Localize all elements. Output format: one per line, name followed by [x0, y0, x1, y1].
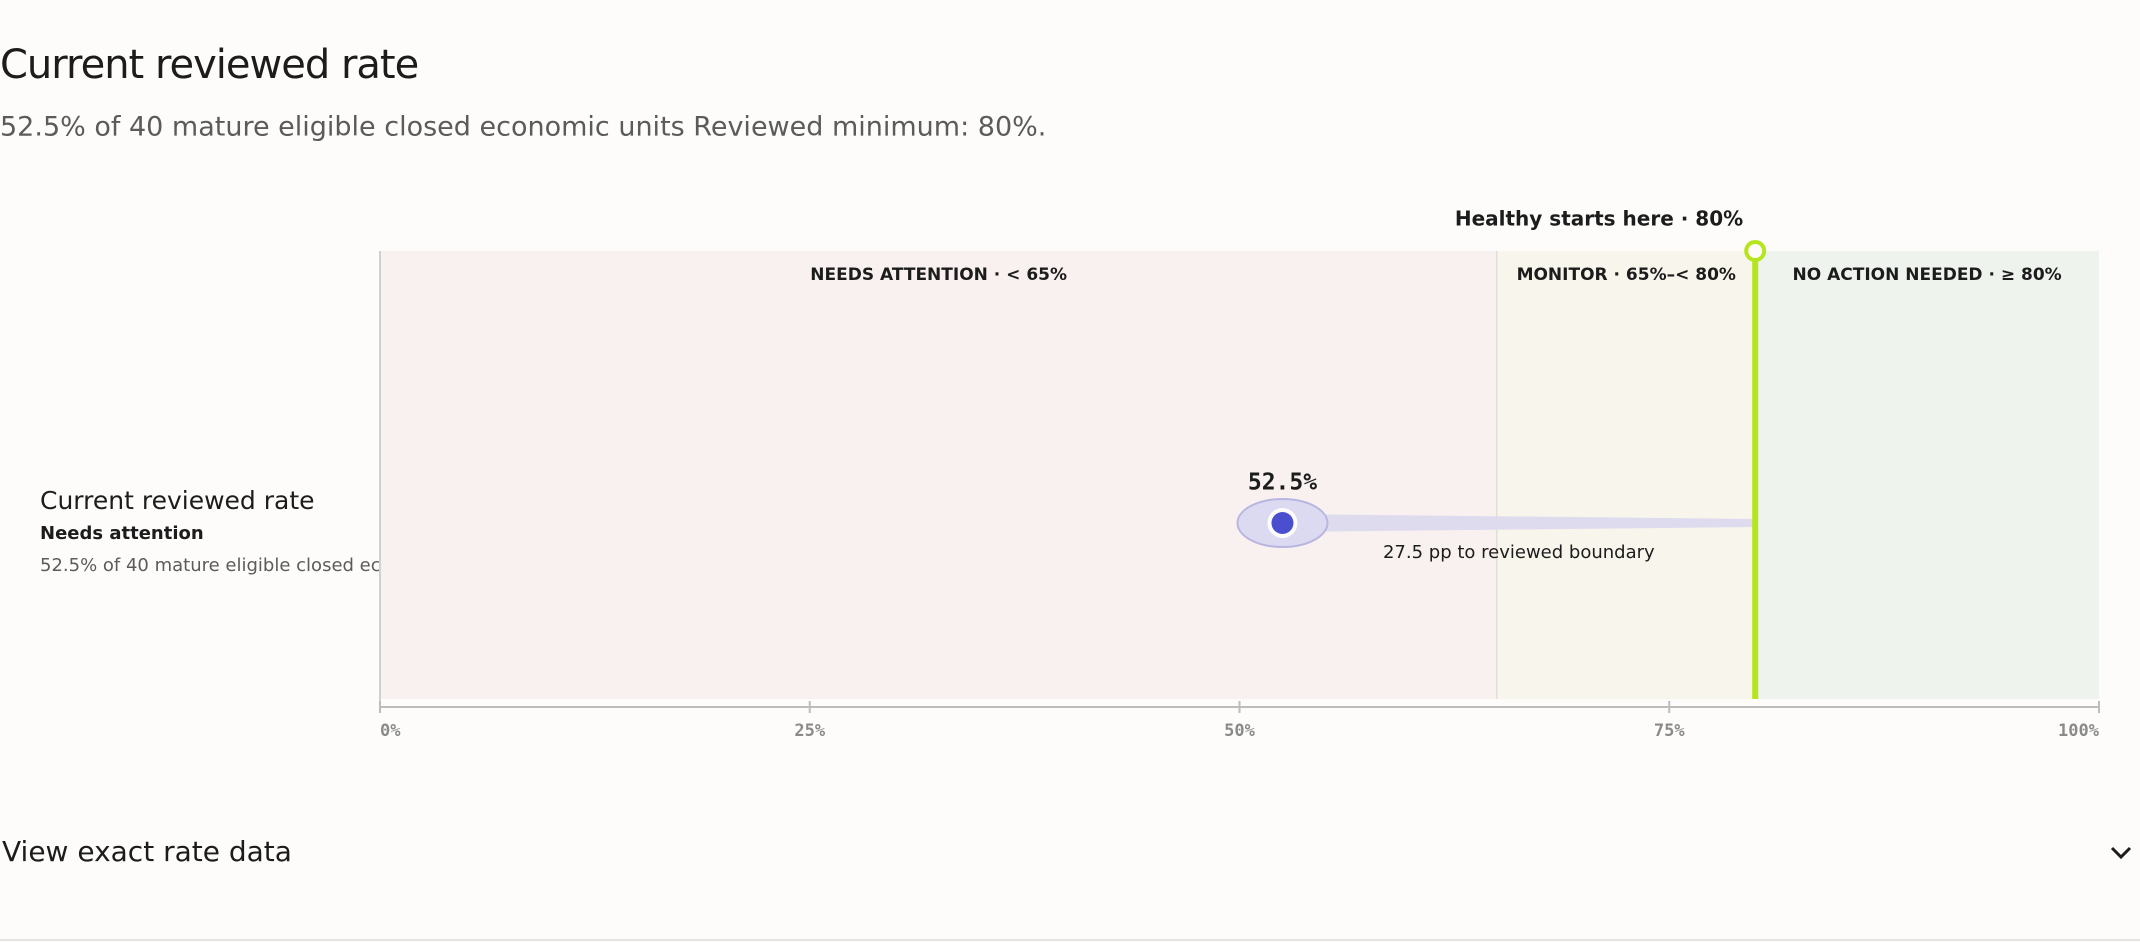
x-tick-label: 0% — [380, 721, 401, 741]
threshold-label: Healthy starts here · 80% — [1455, 207, 1743, 231]
band — [380, 251, 1498, 699]
value-dot — [1271, 512, 1294, 534]
row-label: Current reviewed rate — [40, 486, 315, 515]
gap-label: 27.5 pp to reviewed boundary — [1383, 542, 1655, 563]
toggle-label[interactable]: View exact rate data — [2, 835, 292, 868]
row-status: Needs attention — [40, 523, 204, 544]
band-label: MONITOR · 65%–< 80% — [1517, 265, 1736, 285]
gap-bar — [1282, 514, 1756, 532]
threshold-knob — [1744, 240, 1767, 262]
x-tick-label: 50% — [1224, 721, 1255, 741]
chevron[interactable] — [2110, 846, 2132, 860]
band — [1497, 251, 1756, 699]
x-tick-label: 100% — [2058, 721, 2100, 741]
band-label: NO ACTION NEEDED · ≥ 80% — [1793, 265, 2062, 285]
value-label: 52.5% — [1248, 470, 1317, 496]
page-title: Current reviewed rate — [0, 42, 418, 88]
band — [1755, 251, 2099, 699]
band-label: NEEDS ATTENTION · < 65% — [810, 265, 1067, 285]
x-tick-label: 75% — [1654, 721, 1685, 741]
page-subtitle: 52.5% of 40 mature eligible closed econo… — [0, 112, 1046, 143]
disclosure[interactable]: View exact rate data — [2, 835, 2132, 868]
x-tick-label: 25% — [794, 721, 825, 741]
